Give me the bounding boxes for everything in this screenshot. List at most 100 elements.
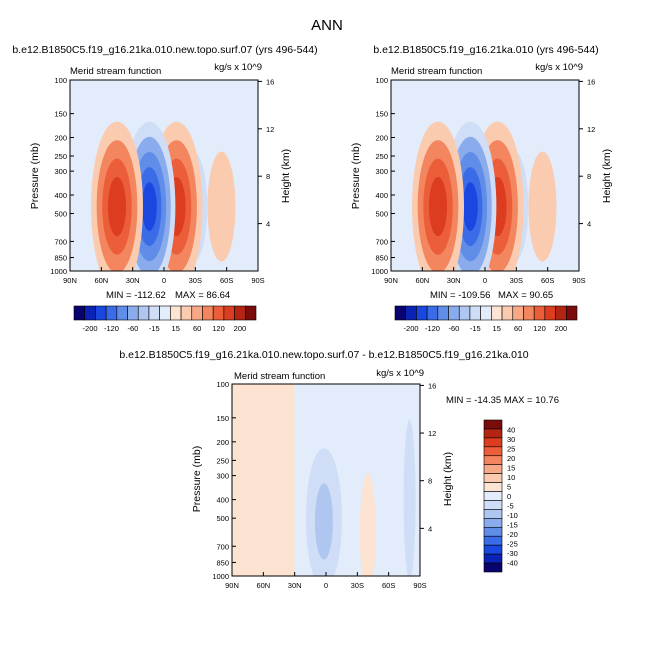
colorbar-cell [437, 305, 449, 321]
colorbar-cell [416, 305, 428, 321]
x-tick-label: 90N [225, 581, 239, 590]
panel-title: b.e12.B1850C5.f19_g16.21ka.010.new.topo.… [12, 44, 317, 56]
colorbar-cell [483, 509, 503, 519]
y-tick-label: 250 [375, 152, 388, 161]
y-axis-label: Pressure (mb) [191, 446, 203, 513]
colorbar-label: 200 [234, 324, 247, 333]
y-axis-label: Pressure (mb) [29, 143, 41, 210]
colorbar-cell [127, 305, 139, 321]
colorbar-cell [73, 305, 86, 321]
colorbar-cell [394, 305, 407, 321]
height-tick-label: 8 [587, 172, 591, 181]
colorbar-label: -200 [404, 324, 419, 333]
colorbar-cell [458, 305, 471, 321]
y-axis-label: Pressure (mb) [350, 143, 362, 210]
colorbar-cell [483, 473, 503, 483]
contour-cell [359, 473, 376, 576]
y-axis-label-right: Height (km) [280, 149, 292, 203]
y-tick-label: 850 [375, 254, 388, 263]
colorbar-label: -20 [507, 530, 518, 539]
colorbar-cell [483, 491, 503, 501]
colorbar-label: 25 [507, 445, 515, 454]
x-tick-label: 90S [572, 276, 585, 285]
panel-top-left: b.e12.B1850C5.f19_g16.21ka.010.new.topo.… [12, 44, 317, 333]
colorbar-label: -15 [507, 521, 518, 530]
colorbar-label: -120 [425, 324, 440, 333]
colorbar-label: 60 [193, 324, 201, 333]
colorbar: -200 -120 -60 -15 15 60 120 200 [73, 305, 257, 333]
x-tick-label: 30S [189, 276, 202, 285]
colorbar-cell [212, 305, 225, 321]
colorbar-cell [191, 305, 203, 321]
colorbar-cell [159, 305, 171, 321]
colorbar-cell [116, 305, 128, 321]
contour-cell [232, 384, 295, 576]
contour-cell [528, 151, 557, 262]
contour-cell [403, 419, 416, 576]
colorbar-cell [483, 562, 503, 573]
colorbar-cell [137, 305, 150, 321]
colorbar-cell [483, 455, 503, 466]
y-tick-label: 400 [54, 191, 67, 200]
colorbar-cell [469, 305, 481, 321]
colorbar-label: 15 [493, 324, 501, 333]
colorbar-cell [148, 305, 160, 321]
height-tick-label: 4 [428, 524, 432, 533]
contour-field [70, 80, 258, 271]
contour-cell [107, 177, 127, 237]
colorbar-cell [180, 305, 193, 321]
colorbar-cell [544, 305, 556, 321]
colorbar-cell [483, 544, 503, 555]
y-tick-label: 200 [375, 133, 388, 142]
contour-field [391, 80, 579, 271]
x-tick-label: 90S [413, 581, 426, 590]
colorbar-label: 0 [507, 492, 511, 501]
contour-plot: 90N 60N 30N 0 30S 60S 90S 100 150 200 250 300 400 500… [371, 76, 595, 285]
y-tick-label: 1000 [371, 267, 388, 276]
x-tick-label: 90N [63, 276, 77, 285]
colorbar-label: -120 [104, 324, 119, 333]
colorbar-cell [523, 305, 535, 321]
y-tick-label: 400 [375, 191, 388, 200]
panel-subtitle: Merid stream function [234, 371, 325, 382]
colorbar-label: 15 [507, 464, 515, 473]
y-tick-label: 250 [216, 456, 229, 465]
colorbar-label: -60 [448, 324, 459, 333]
contour-plot: 90N 60N 30N 0 30S 60S 90S 100 150 200 250 300 400 500… [212, 380, 436, 590]
panel-subtitle: Merid stream function [70, 66, 161, 77]
colorbar-cell [223, 305, 235, 321]
min-max-label: MIN = -14.35 MAX = 10.76 [446, 395, 559, 406]
colorbar-cell [95, 305, 107, 321]
x-tick-label: 30N [288, 581, 302, 590]
contour-cell [207, 151, 236, 262]
y-tick-label: 200 [54, 133, 67, 142]
figure-title: ANN [311, 17, 343, 34]
colorbar-cell [483, 428, 503, 439]
colorbar-label: 120 [212, 324, 225, 333]
colorbar: -200 -120 -60 -15 15 60 120 200 [394, 305, 578, 333]
x-tick-label: 30S [351, 581, 364, 590]
panel-units: kg/s x 10^9 [376, 368, 424, 379]
colorbar-label: 5 [507, 483, 511, 492]
contour-plot: 90N 60N 30N 0 30S 60S 90S 100 150 200 250 300 400 500… [50, 76, 274, 285]
colorbar-cell [565, 305, 578, 321]
colorbar-label: 20 [507, 454, 515, 463]
panel-bottom-difference: b.e12.B1850C5.f19_g16.21ka.010.new.topo.… [119, 349, 559, 590]
colorbar-label: -25 [507, 540, 518, 549]
height-tick-label: 16 [428, 381, 436, 390]
colorbar-cell [483, 437, 503, 448]
colorbar-cell [202, 305, 214, 321]
colorbar-cell [483, 482, 503, 492]
colorbar-cell [483, 535, 503, 546]
colorbar-cell [483, 464, 503, 474]
colorbar-label: 30 [507, 435, 515, 444]
max-label: MAX = 86.64 [175, 290, 230, 301]
y-tick-label: 500 [375, 210, 388, 219]
y-tick-label: 100 [375, 76, 388, 85]
colorbar-label: -60 [127, 324, 138, 333]
min-label: MIN = -109.56 [430, 290, 490, 301]
colorbar-cell [105, 305, 118, 321]
colorbar-cell [483, 526, 503, 537]
